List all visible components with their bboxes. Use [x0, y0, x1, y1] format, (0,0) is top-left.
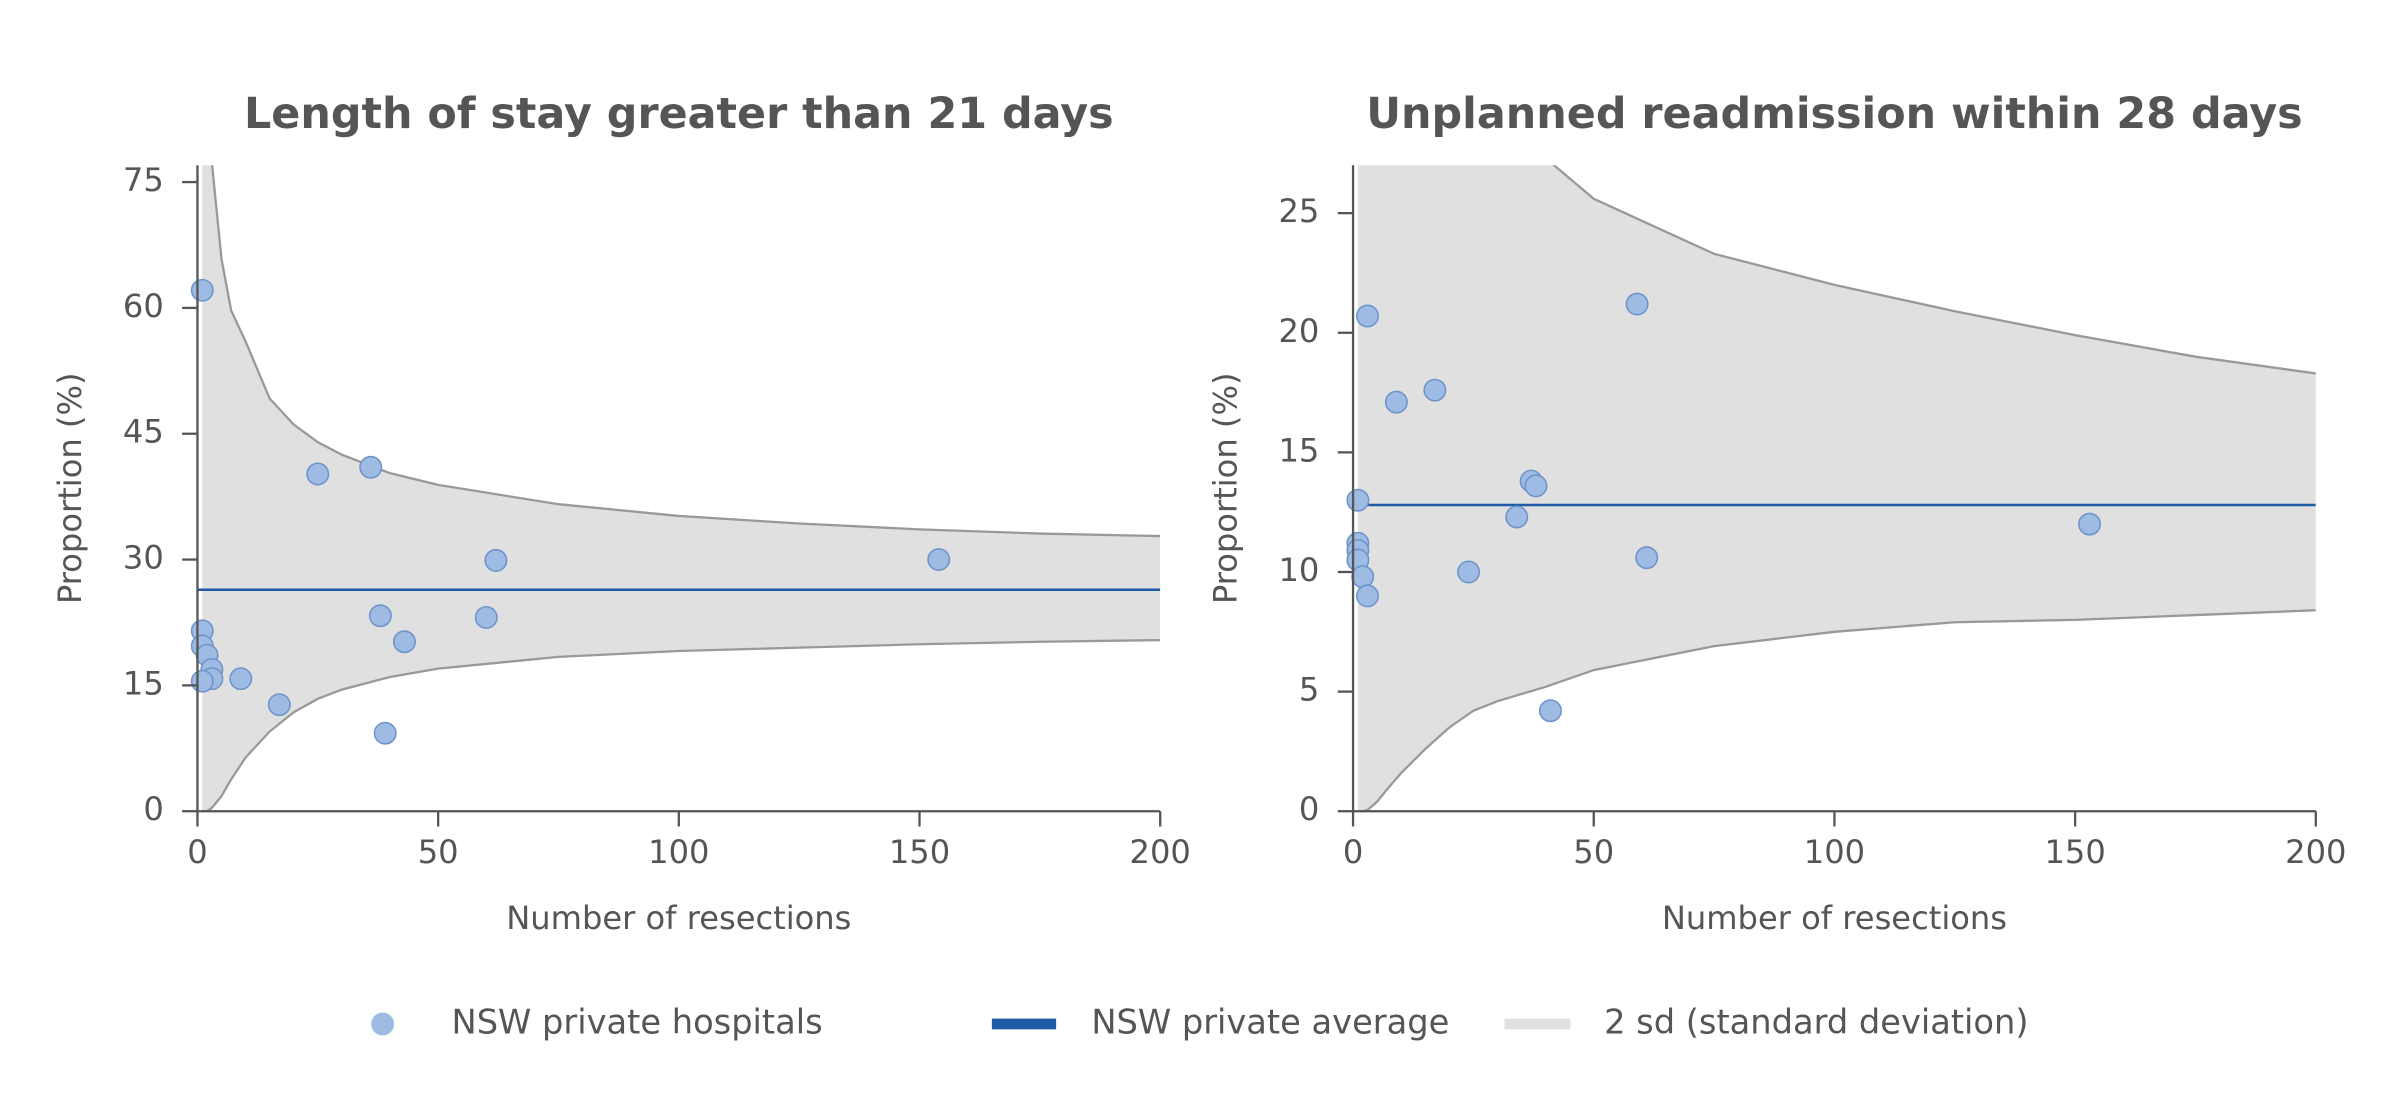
x-tick-label: 150 [2044, 833, 2105, 871]
hospital-point [484, 548, 508, 572]
hospital-point [474, 605, 498, 629]
hospital-point [927, 548, 951, 572]
hospital-point [190, 278, 214, 302]
y-tick-label: 10 [1278, 551, 1319, 589]
y-axis-label: Proportion (%) [51, 372, 89, 604]
legend-label: 2 sd (standard deviation) [1604, 1002, 2028, 1041]
y-tick-label: 30 [123, 539, 164, 577]
hospital-point [359, 455, 383, 479]
legend-label: NSW private hospitals [452, 1002, 823, 1041]
hospital-point [1351, 565, 1375, 589]
legend-marker [1504, 1018, 1571, 1030]
y-axis-label: Proportion (%) [1207, 372, 1245, 604]
hospital-point [1505, 505, 1529, 529]
hospital-point [1635, 546, 1659, 570]
x-tick-label: 50 [1573, 833, 1614, 871]
hospital-point [190, 669, 214, 693]
x-tick-label: 200 [2285, 833, 2346, 871]
hospital-point [1538, 699, 1562, 723]
y-tick-label: 20 [1278, 312, 1319, 350]
legend-label: NSW private average [1091, 1002, 1449, 1041]
plot-area [1353, 165, 2316, 812]
plot-area [197, 165, 1161, 812]
hospital-point [373, 721, 397, 745]
x-tick-label: 200 [1130, 833, 1191, 871]
hospital-point [2078, 512, 2102, 536]
x-tick-label: 100 [648, 833, 709, 871]
y-tick-label: 60 [123, 287, 164, 325]
x-tick-label: 50 [418, 833, 459, 871]
hospital-point [1356, 584, 1379, 608]
y-tick-label: 15 [1278, 431, 1319, 469]
y-tick-label: 45 [123, 413, 164, 451]
y-tick-label: 5 [1299, 671, 1319, 709]
y-tick-label: 25 [1278, 192, 1319, 230]
legend-marker [371, 1012, 395, 1036]
hospital-point [1625, 292, 1649, 316]
x-tick-label: 0 [187, 833, 207, 871]
legend-marker [991, 1018, 1057, 1030]
hospital-point [368, 604, 392, 628]
sd-band [1357, 165, 2316, 812]
y-tick-label: 15 [123, 664, 164, 702]
x-axis-label: Number of resections [506, 899, 851, 937]
y-tick-label: 0 [1299, 790, 1319, 828]
y-tick-label: 0 [143, 790, 163, 828]
hospital-point [1346, 488, 1370, 512]
hospital-point [1457, 560, 1481, 584]
chart-title: Length of stay greater than 21 days [244, 89, 1114, 139]
sd-upper-line [210, 165, 1161, 538]
hospital-point [229, 667, 253, 691]
x-tick-label: 0 [1343, 833, 1363, 871]
x-tick-label: 150 [889, 833, 950, 871]
hospital-point [1524, 474, 1548, 498]
sd-lower-line [1357, 609, 2316, 812]
hospital-point [1423, 378, 1447, 402]
hospital-point [1356, 304, 1379, 328]
chart-title: Unplanned readmission within 28 days [1366, 89, 2302, 139]
x-axis-label: Number of resections [1662, 899, 2007, 937]
hospital-point [267, 693, 291, 717]
y-tick-label: 75 [123, 161, 164, 199]
x-tick-label: 100 [1804, 833, 1865, 871]
sd-lower-line [202, 638, 1161, 812]
hospital-point [1384, 390, 1408, 414]
hospital-point [392, 630, 416, 654]
sd-upper-line [1552, 165, 2316, 375]
sd-band [202, 165, 1161, 812]
hospital-point [306, 462, 330, 486]
